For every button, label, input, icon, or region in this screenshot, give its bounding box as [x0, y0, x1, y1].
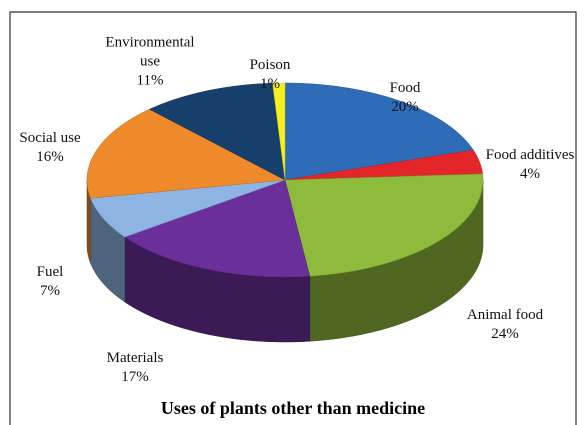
slice-label: Food additives 4%	[475, 146, 585, 184]
category-label: Poison	[249, 57, 291, 73]
value-label: 4%	[520, 166, 540, 182]
slice	[284, 149, 483, 181]
value-label: 20%	[391, 99, 419, 115]
slice	[272, 82, 286, 181]
slice	[124, 179, 311, 278]
chart-title: Uses of plants other than medicine	[160, 398, 426, 418]
slice-label: Food 20%	[350, 79, 460, 117]
slice	[86, 109, 286, 199]
value-label: 24%	[491, 326, 519, 342]
slice	[90, 179, 286, 238]
slice-label: Environmental use 11%	[105, 34, 195, 91]
category-label: Materials	[106, 350, 164, 366]
slice	[284, 173, 484, 277]
category-label: Social use	[19, 130, 81, 146]
frame	[9, 11, 577, 425]
value-label: 11%	[136, 72, 164, 89]
category-label: Animal food	[466, 307, 544, 323]
slice-label: Poison 1%	[215, 56, 325, 94]
value-label: 1%	[260, 76, 280, 92]
value-label: 17%	[121, 369, 149, 385]
category-label: Food	[389, 80, 421, 96]
slice	[148, 82, 286, 181]
category-label: Food additives	[485, 147, 575, 163]
slice-label: Fuel 7%	[0, 263, 105, 301]
slice-label: Materials 17%	[80, 349, 190, 387]
value-label: 7%	[40, 283, 60, 299]
value-label: 16%	[36, 149, 64, 165]
category-label: Fuel	[36, 264, 64, 280]
slice-label: Social use 16%	[0, 129, 105, 167]
slice	[284, 82, 474, 181]
category-label: Environmental use	[105, 34, 195, 70]
slice-label: Animal food 24%	[450, 306, 560, 344]
